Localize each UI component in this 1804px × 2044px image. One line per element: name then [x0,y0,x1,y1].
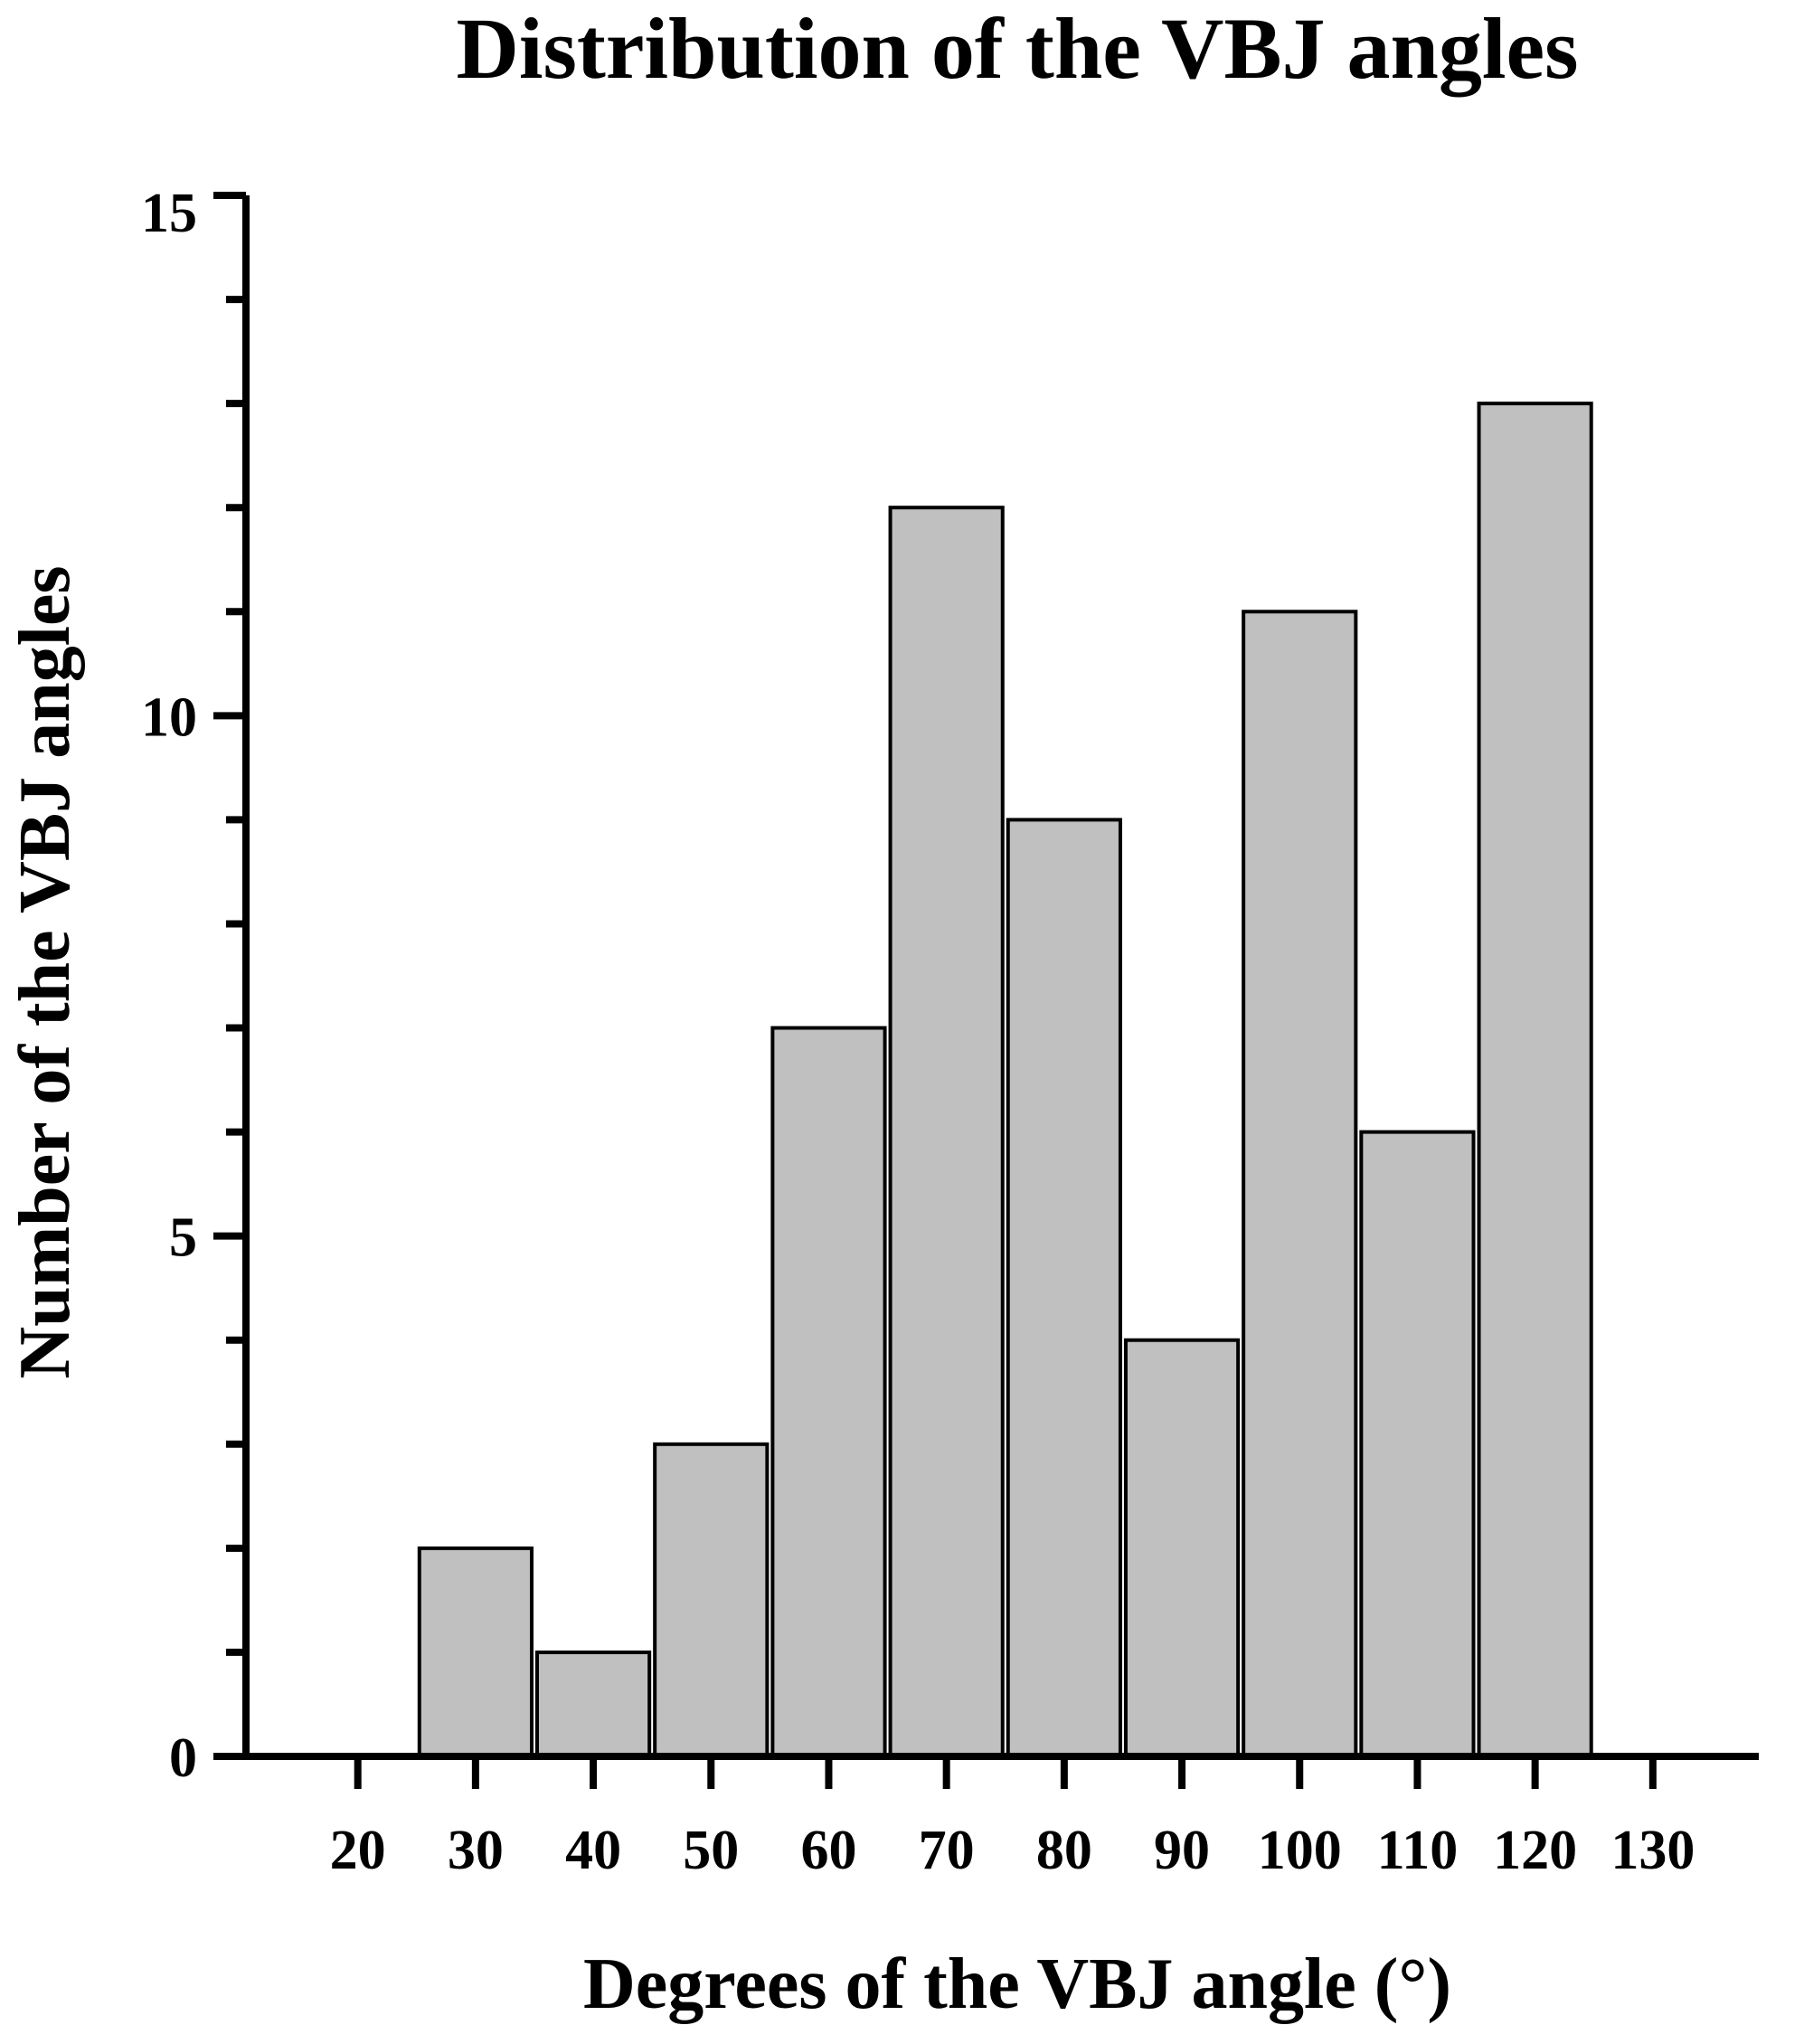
x-tick-label: 70 [919,1820,975,1881]
x-tick-label: 60 [800,1820,856,1881]
y-tick-label: 15 [141,183,197,244]
y-tick-label: 0 [169,1727,197,1789]
y-axis-label: Number of the VBJ angles [5,565,85,1378]
bar-30 [417,1546,534,1759]
bar-120 [1477,402,1593,1759]
y-tick-label: 5 [169,1207,197,1269]
x-tick-label: 110 [1377,1820,1459,1881]
x-tick-label: 30 [448,1820,504,1881]
y-axis-ticks: 0 5 10 15 [141,183,246,1789]
x-tick-label: 90 [1154,1820,1210,1881]
x-tick-label: 50 [683,1820,739,1881]
bar-90 [1123,1338,1241,1758]
x-tick-label: 120 [1493,1820,1577,1881]
bar-70 [888,506,1005,1759]
bar-80 [1006,818,1122,1758]
x-tick-label: 40 [565,1820,621,1881]
x-tick-label: 80 [1036,1820,1092,1881]
x-tick-label: 100 [1258,1820,1342,1881]
x-axis-ticks: 20 30 40 50 60 70 80 90 100 110 120 130 [330,1756,1695,1881]
x-axis-label: Degrees of the VBJ angle (°) [583,1945,1451,2024]
bars-group [417,402,1593,1759]
x-tick-label: 20 [330,1820,386,1881]
chart-title: Distribution of the VBJ angles [456,0,1578,97]
bar-40 [534,1650,652,1759]
bar-50 [653,1442,770,1759]
bar-110 [1359,1130,1476,1758]
x-tick-label: 130 [1610,1820,1695,1881]
bar-100 [1242,610,1358,1758]
y-tick-label: 10 [141,686,197,748]
bar-60 [770,1026,887,1758]
